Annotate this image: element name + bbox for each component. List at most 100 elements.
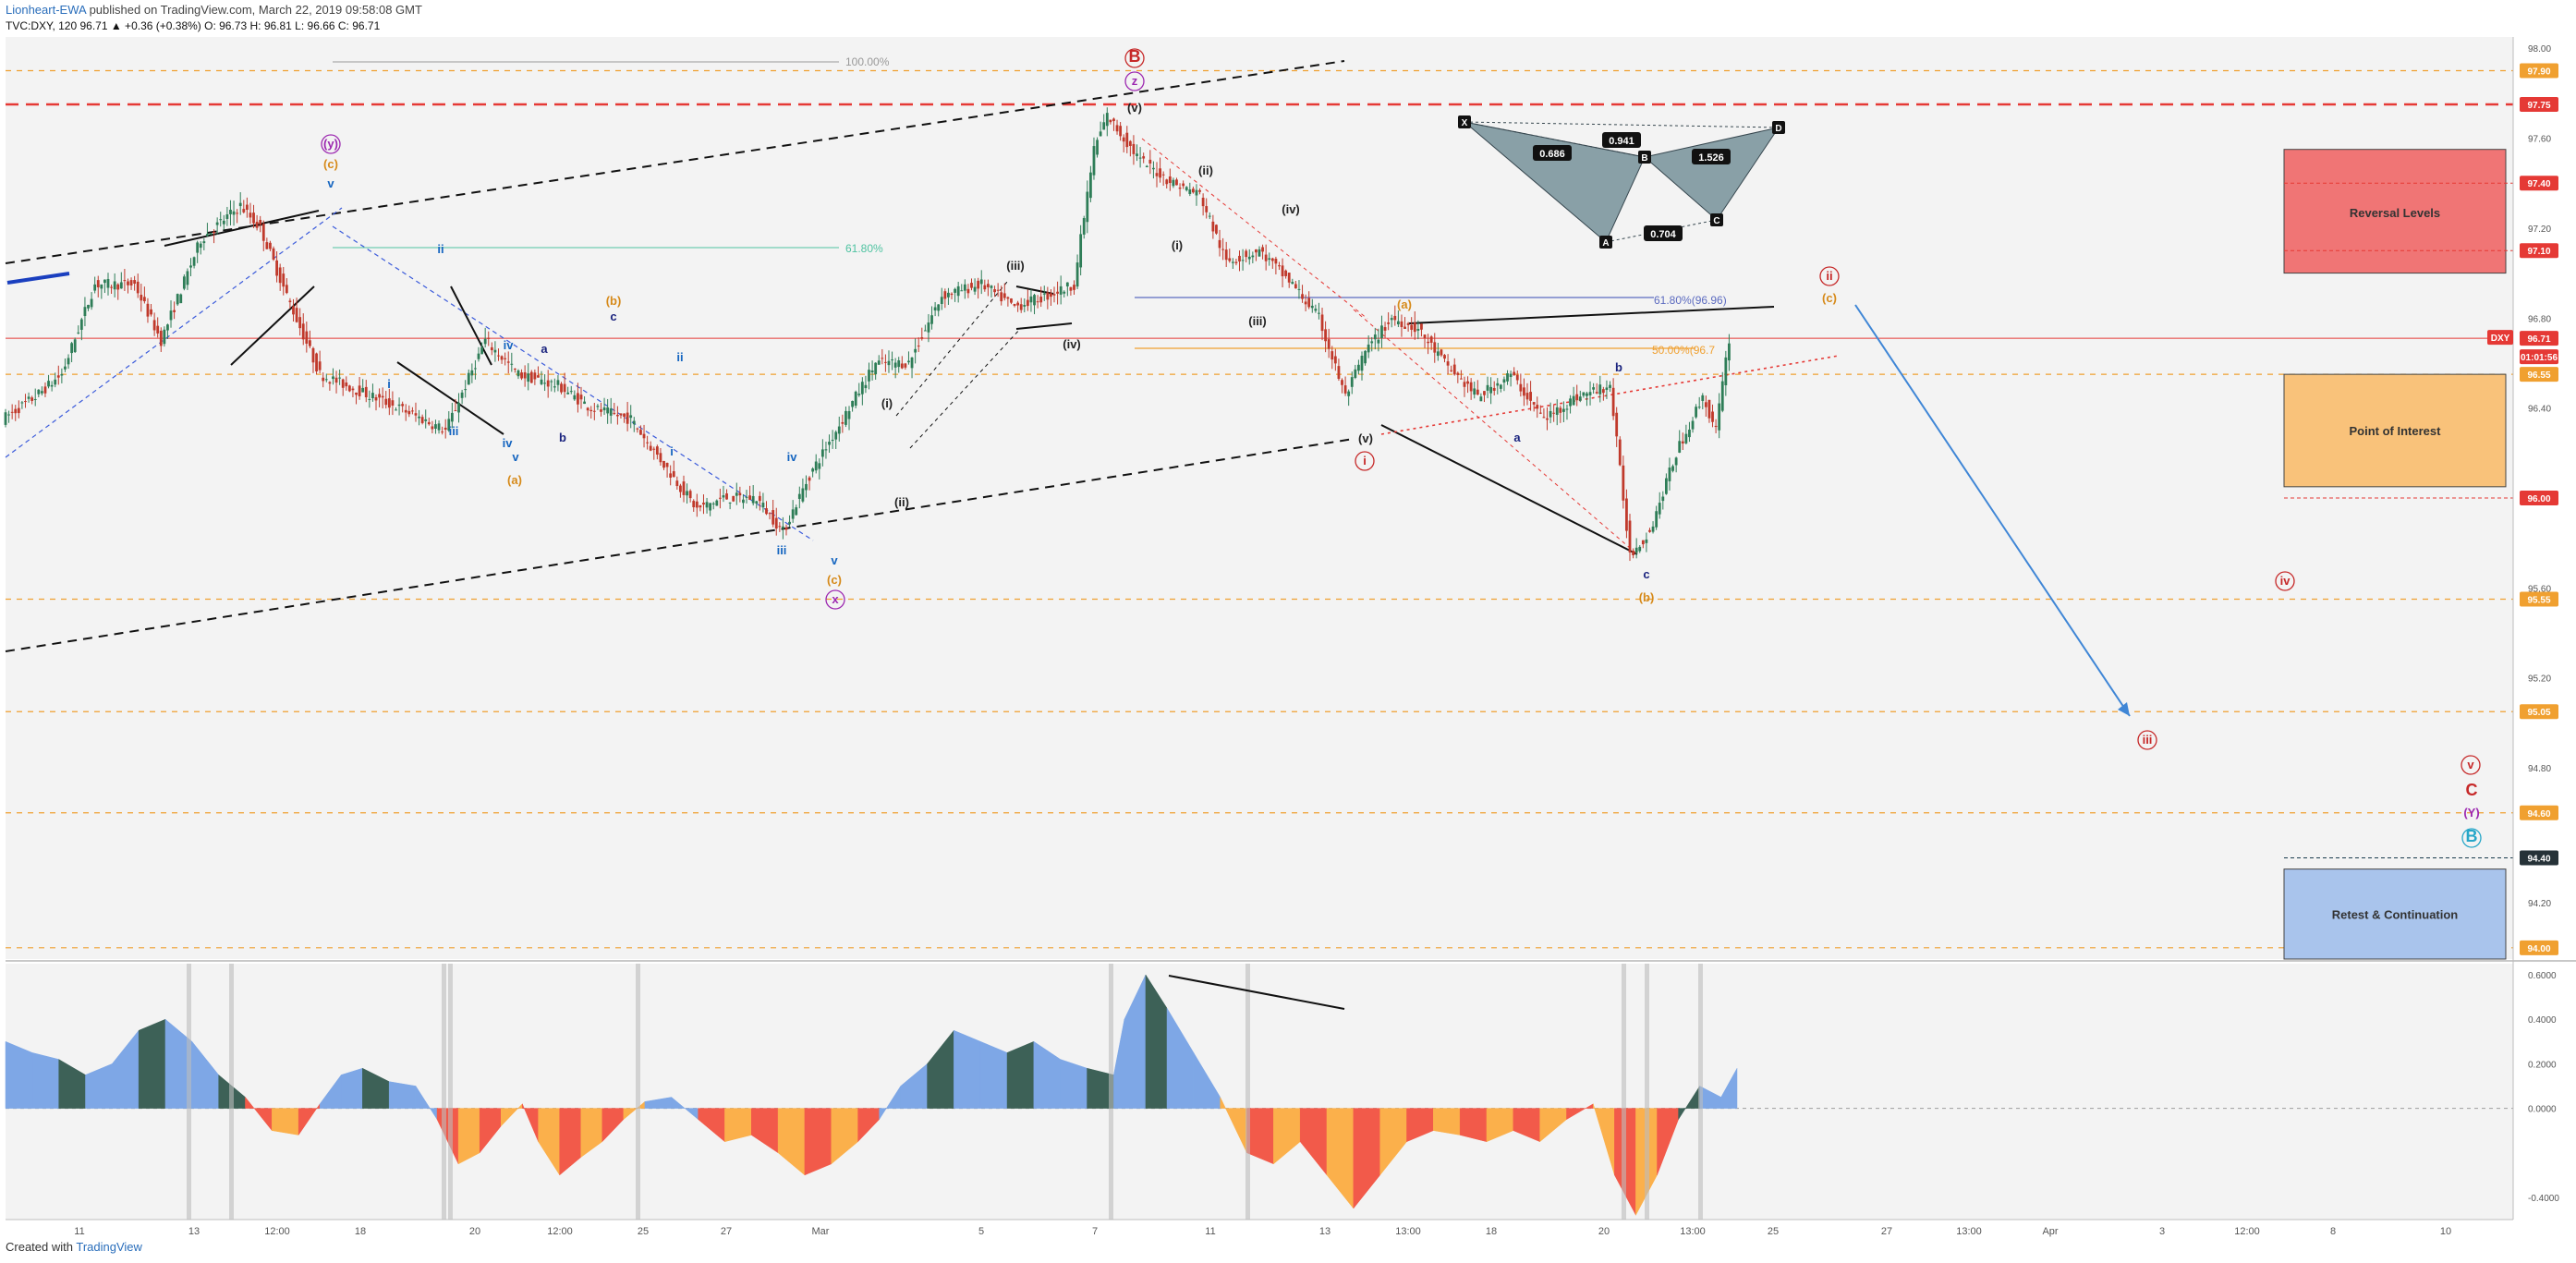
candle-body [27,396,30,399]
candle-body [699,504,702,508]
wave-label: i [670,444,674,458]
time-tick-label: 3 [2159,1226,2165,1237]
candle-body [1013,303,1016,306]
candle-body [791,509,795,519]
osc-segment [31,1052,59,1109]
candle-body [950,293,954,296]
candle-body [1069,286,1073,291]
candle-body [732,495,735,502]
candle-body [728,502,732,504]
price-mark-label: 96.71 [2527,334,2550,345]
wave-label: C [2466,781,2478,799]
candle-body [318,361,322,370]
candle-body [123,280,127,282]
tradingview-logo[interactable]: TradingView [76,1240,142,1254]
candle-body [232,211,236,215]
candle-body [1611,387,1615,417]
candle-body [1016,302,1020,306]
candle-body [854,391,857,407]
candle-body [1572,395,1575,406]
candle-body [864,384,868,389]
candle-body [1473,388,1476,395]
candle-body [1370,341,1374,344]
osc-segment [1720,1068,1738,1109]
candle-body [493,349,497,353]
candle-body [17,407,20,414]
channel-upper [5,60,1345,264]
candle-body [450,412,454,422]
candle-body [1684,433,1688,443]
candle-body [255,222,259,228]
wave-label: b [559,431,566,444]
author-link[interactable]: Lionheart-EWA [6,3,86,17]
candle-body [1367,344,1370,353]
wave-circle [2461,828,2482,848]
candle-body [1138,157,1142,159]
candle-body [904,363,907,368]
candle-body [116,284,120,290]
candle-body [923,330,927,332]
candle-body [311,347,315,363]
candle-body [100,284,103,289]
candle-body [768,513,772,515]
candle-body [1582,392,1586,396]
candle-body [364,386,368,398]
candle-body [649,445,652,451]
candle-body [682,481,686,495]
candle-body [83,307,87,317]
candle-body [669,473,673,478]
candle-body [1023,305,1027,307]
candle-body [1075,262,1079,287]
wave-circle [2275,571,2295,591]
candle-body [1502,379,1506,383]
wave-label: (ii) [1198,164,1213,177]
candle-body [933,307,937,311]
price-mark-box [2520,367,2558,383]
candle-body [884,361,887,363]
harmonic-wing [1463,121,1646,243]
trend-line [1380,424,1638,555]
candle-body [1519,383,1523,392]
candle-body [1291,282,1294,285]
osc-segment [272,1108,299,1135]
candle-body [1036,301,1039,303]
osc-segment [1433,1108,1461,1135]
wave-label: (iv) [1282,202,1300,216]
candle-body [1565,408,1569,410]
osc-area [5,974,1738,1216]
candle-body [1536,405,1539,409]
candle-body [1707,399,1711,419]
candle-body [79,319,83,330]
wave-label: c [1643,567,1649,581]
candle-body [1341,380,1343,385]
candle-body [639,430,642,435]
candle-body [828,442,831,445]
candle-body [1691,420,1695,430]
candle-body [1188,189,1192,194]
candle-body [1595,392,1598,394]
candle-body [652,448,656,450]
candle-body [1354,369,1357,378]
harmonic-point-box [1458,115,1471,128]
price-mark-box [2520,491,2558,505]
wave-label: (i) [1172,238,1183,252]
candle-body [629,415,633,419]
oscillator-pane[interactable] [5,964,2513,1220]
candle-body [418,416,420,419]
wave-label: (c) [1822,291,1837,305]
publish-info: Lionheart-EWA published on TradingView.c… [6,3,422,17]
candle-body [202,241,206,244]
wave-label: v [512,450,519,464]
wave-label: (b) [1639,590,1655,604]
candle-body [424,419,428,421]
candle-body [401,404,405,407]
candle-body [1575,394,1579,401]
price-mark-label: 94.60 [2527,809,2550,820]
candle-body [199,243,202,249]
candle-body [569,391,573,393]
candle-body [106,279,110,288]
candle-body [1112,118,1115,122]
candle-body [782,526,784,528]
main-chart[interactable]: Reversal Levels Point of Interest Retest &… [4,37,2513,960]
